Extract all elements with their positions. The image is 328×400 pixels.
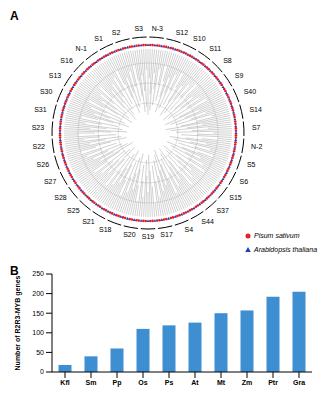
svg-text:S40: S40 xyxy=(244,88,257,95)
svg-text:S13: S13 xyxy=(49,72,62,79)
svg-text:250: 250 xyxy=(32,270,44,277)
svg-text:S37: S37 xyxy=(216,207,229,214)
svg-text:S17: S17 xyxy=(160,231,173,238)
svg-text:Ptr: Ptr xyxy=(268,379,278,386)
svg-text:S12: S12 xyxy=(176,29,189,36)
svg-text:S26: S26 xyxy=(37,161,50,168)
svg-text:S6: S6 xyxy=(240,178,249,185)
svg-text:S7: S7 xyxy=(252,124,261,131)
svg-text:S30: S30 xyxy=(40,88,53,95)
svg-text:S3: S3 xyxy=(134,25,143,32)
svg-text:S28: S28 xyxy=(54,194,67,201)
svg-text:A: A xyxy=(10,9,19,23)
svg-text:S25: S25 xyxy=(67,207,80,214)
svg-text:Zm: Zm xyxy=(242,379,253,386)
svg-text:Ps: Ps xyxy=(165,379,174,386)
svg-text:S15: S15 xyxy=(229,194,242,201)
svg-text:Os: Os xyxy=(138,379,147,386)
svg-text:N-1: N-1 xyxy=(76,45,87,52)
svg-text:Pisum sativum: Pisum sativum xyxy=(254,232,300,239)
svg-text:S9: S9 xyxy=(235,72,244,79)
svg-text:200: 200 xyxy=(32,290,44,297)
svg-text:150: 150 xyxy=(32,310,44,317)
svg-text:S18: S18 xyxy=(99,226,112,233)
svg-text:S10: S10 xyxy=(193,35,206,42)
svg-text:Gra: Gra xyxy=(293,379,305,386)
svg-text:S22: S22 xyxy=(32,143,45,150)
svg-text:S11: S11 xyxy=(209,45,221,52)
svg-text:S31: S31 xyxy=(34,106,47,113)
svg-text:S23: S23 xyxy=(32,124,45,131)
svg-text:S2: S2 xyxy=(112,29,121,36)
svg-text:S16: S16 xyxy=(60,57,73,64)
svg-text:At: At xyxy=(191,379,199,386)
svg-text:Number of R2R3-MYB genes: Number of R2R3-MYB genes xyxy=(14,275,22,370)
svg-text:Mt: Mt xyxy=(217,379,226,386)
svg-text:N-3: N-3 xyxy=(152,25,163,32)
svg-text:S27: S27 xyxy=(44,178,57,185)
svg-text:S21: S21 xyxy=(82,218,95,225)
svg-text:Arabidopsis thaliana: Arabidopsis thaliana xyxy=(253,246,317,254)
svg-text:S20: S20 xyxy=(123,231,136,238)
svg-text:100: 100 xyxy=(32,329,44,336)
svg-text:S44: S44 xyxy=(201,218,214,225)
html-text:B: B xyxy=(10,264,19,278)
svg-text:Pp: Pp xyxy=(113,379,122,387)
svg-text:S1: S1 xyxy=(94,35,103,42)
svg-text:S14: S14 xyxy=(249,106,262,113)
svg-text:S5: S5 xyxy=(247,161,256,168)
svg-text:Kfl: Kfl xyxy=(60,379,69,386)
svg-text:S8: S8 xyxy=(223,57,232,64)
svg-text:S4: S4 xyxy=(185,226,194,233)
svg-text:50: 50 xyxy=(36,349,44,356)
svg-text:N-2: N-2 xyxy=(251,143,262,150)
svg-text:S19: S19 xyxy=(142,233,155,240)
svg-text:0: 0 xyxy=(40,368,44,375)
svg-text:Sm: Sm xyxy=(86,379,97,386)
